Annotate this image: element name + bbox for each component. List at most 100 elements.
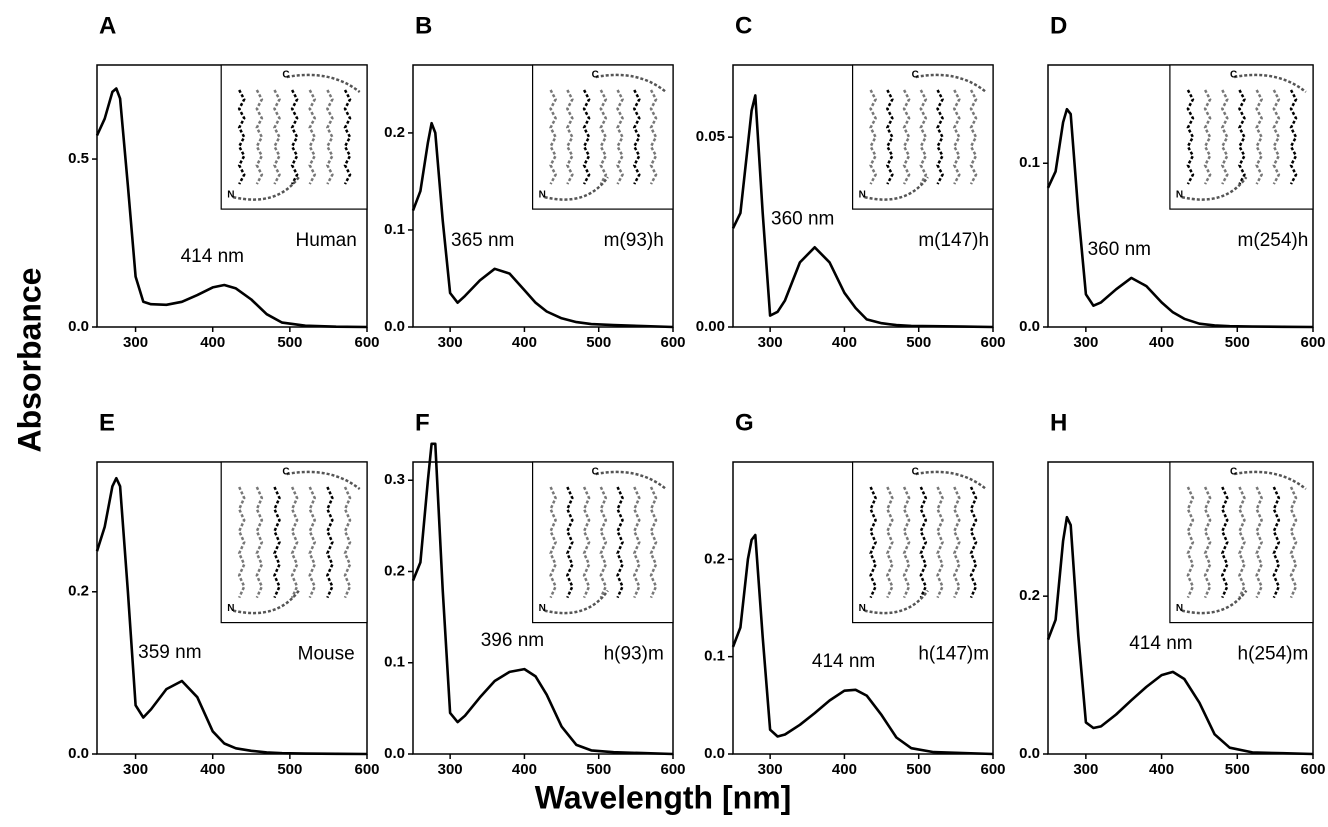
x-tick-label: 500 xyxy=(906,761,931,778)
x-tick-label: 400 xyxy=(200,761,225,778)
inset-helix xyxy=(869,486,877,599)
inset-helix xyxy=(1255,89,1264,185)
peak-annotation: 414 nm xyxy=(181,246,244,267)
inset-helix xyxy=(1272,486,1281,599)
x-tick-label: 600 xyxy=(660,334,685,351)
inset-helix xyxy=(290,89,299,185)
inset-helix xyxy=(582,89,591,185)
x-tick-label: 600 xyxy=(1300,334,1325,351)
x-tick-label: 600 xyxy=(980,334,1005,351)
y-tick-label: 0.0 xyxy=(68,745,89,762)
y-axis-title: Absorbance xyxy=(11,268,47,453)
inset-loop xyxy=(544,470,667,615)
inset-helix xyxy=(308,89,317,185)
x-tick-label: 400 xyxy=(832,761,857,778)
x-tick-label: 500 xyxy=(586,761,611,778)
inset-n-label: N xyxy=(859,603,866,614)
y-tick-label: 0.5 xyxy=(68,150,89,167)
x-tick-label: 600 xyxy=(354,761,379,778)
x-tick-label: 300 xyxy=(438,761,463,778)
x-tick-label: 500 xyxy=(277,761,302,778)
inset-n-label: N xyxy=(1176,190,1183,201)
x-tick-label: 600 xyxy=(354,334,379,351)
spectrum-line xyxy=(411,121,674,329)
construct-label: m(147)h xyxy=(918,230,989,251)
peak-annotation: 360 nm xyxy=(1088,239,1151,260)
spectrum-line xyxy=(95,476,368,756)
y-tick-label: 0.0 xyxy=(704,745,725,762)
inset-helix xyxy=(1289,486,1298,599)
inset-n-label: N xyxy=(1176,603,1183,614)
x-tick-label: 500 xyxy=(906,334,931,351)
peak-annotation: 365 nm xyxy=(451,230,514,251)
x-tick-label: 400 xyxy=(512,334,537,351)
y-tick-label: 0.2 xyxy=(1019,587,1040,604)
x-tick-label: 400 xyxy=(1149,761,1174,778)
construct-label: Mouse xyxy=(298,644,355,665)
panel-letter: G xyxy=(735,409,754,436)
spectrum-line xyxy=(411,442,674,756)
inset-c-label: C xyxy=(282,467,289,478)
y-tick-label: 0.0 xyxy=(1019,745,1040,762)
peak-annotation: 359 nm xyxy=(138,642,201,663)
inset-c-label: C xyxy=(912,70,919,81)
inset-frame xyxy=(1169,64,1314,210)
inset-loop xyxy=(864,73,987,201)
inset-helix xyxy=(1203,89,1212,185)
construct-label: Human xyxy=(296,230,357,251)
inset-helix xyxy=(632,486,641,599)
inset-helix xyxy=(616,89,624,185)
inset-c-label: C xyxy=(1230,467,1237,478)
inset-helix xyxy=(565,89,574,185)
inset-helix xyxy=(325,89,334,185)
inset-helix xyxy=(599,89,608,185)
inset-helix xyxy=(549,486,557,599)
inset-c-label: C xyxy=(912,467,919,478)
x-axis-title: Wavelength [nm] xyxy=(535,779,792,815)
y-tick-label: 0.1 xyxy=(384,221,405,238)
y-tick-label: 0.2 xyxy=(704,550,725,567)
inset-loop xyxy=(1181,470,1307,615)
inset-helix xyxy=(343,89,352,185)
inset-helix xyxy=(565,486,574,599)
panel-letter: E xyxy=(99,409,115,436)
x-tick-label: 400 xyxy=(512,761,537,778)
inset-helix xyxy=(1220,486,1229,599)
inset-helix xyxy=(1220,89,1229,185)
inset-n-label: N xyxy=(539,190,546,201)
panel-letter: H xyxy=(1050,409,1067,436)
x-tick-label: 600 xyxy=(660,761,685,778)
inset-helix xyxy=(616,486,624,599)
inset-frame xyxy=(851,64,994,210)
inset-helix xyxy=(599,486,608,599)
inset-helix xyxy=(1186,486,1195,599)
y-tick-label: 0.0 xyxy=(384,318,405,335)
y-tick-label: 0.3 xyxy=(384,471,405,488)
inset-helix xyxy=(308,486,317,599)
inset-helix xyxy=(1238,486,1246,599)
inset-frame xyxy=(220,64,368,210)
inset-n-label: N xyxy=(227,603,234,614)
inset-c-label: C xyxy=(592,70,599,81)
inset-helix xyxy=(885,89,894,185)
inset-n-label: N xyxy=(859,190,866,201)
x-tick-label: 500 xyxy=(1225,761,1250,778)
x-tick-label: 400 xyxy=(832,334,857,351)
x-tick-label: 600 xyxy=(980,761,1005,778)
x-tick-label: 600 xyxy=(1300,761,1325,778)
x-tick-label: 500 xyxy=(277,334,302,351)
inset-helix xyxy=(273,486,281,599)
inset-helix xyxy=(902,89,911,185)
inset-helix xyxy=(936,89,944,185)
inset-c-label: C xyxy=(592,467,599,478)
y-tick-label: 0.00 xyxy=(696,318,725,335)
inset-helix xyxy=(649,89,658,185)
x-tick-label: 400 xyxy=(1149,334,1174,351)
inset-loop xyxy=(1181,73,1307,201)
inset-helix xyxy=(325,486,334,599)
inset-helix xyxy=(255,486,264,599)
inset-helix xyxy=(632,89,641,185)
panel-letter: C xyxy=(735,12,752,39)
inset-helix xyxy=(1238,89,1246,185)
